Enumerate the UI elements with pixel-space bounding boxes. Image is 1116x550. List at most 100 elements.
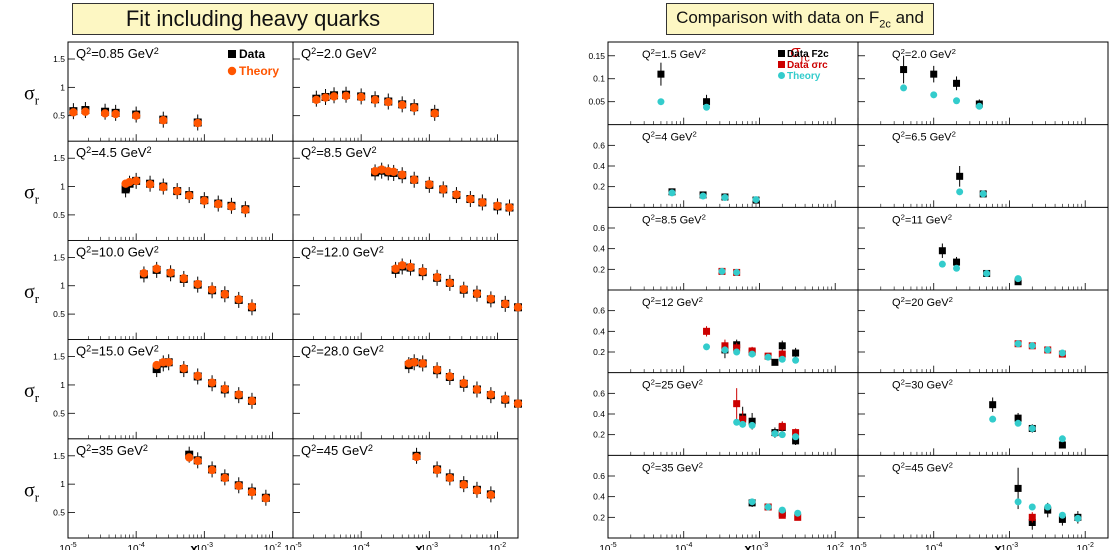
right-title-sigma: σ [790, 42, 801, 62]
y-tick-label: 0.2 [593, 182, 605, 192]
theory-point [459, 284, 468, 294]
f2c-data-point [1014, 414, 1022, 422]
theory-point [397, 261, 407, 270]
theory-point [370, 167, 380, 176]
x-tick-label: 10-3 [421, 542, 438, 550]
theory-point [384, 97, 393, 107]
theory-point [321, 93, 330, 102]
theory-point [1014, 340, 1022, 348]
x-tick-label: 10-3 [751, 542, 768, 550]
theory-point [1014, 498, 1022, 506]
theory-point [425, 180, 434, 189]
y-tick-label: 0.4 [593, 244, 605, 254]
theory-point [391, 264, 400, 273]
theory-point [1074, 514, 1082, 522]
theory-point [409, 103, 419, 112]
theory-point [214, 199, 223, 209]
f2c-data-point [792, 437, 800, 445]
left-panel-label: Q2=10.0 GeV2 [76, 244, 159, 259]
y-tick-label: 1 [60, 479, 65, 489]
theory-point [1058, 349, 1066, 357]
theory-point [409, 358, 419, 367]
theory-point [979, 190, 987, 198]
x-tick-label: 10-4 [127, 542, 144, 550]
theory-point [459, 480, 468, 489]
f2c-data-point [989, 401, 997, 409]
f2c-data-point [771, 358, 779, 366]
theory-point [193, 371, 202, 381]
y-tick-label: 0.5 [53, 408, 65, 418]
sigma-data-point [778, 422, 786, 430]
theory-point [227, 202, 236, 211]
right-panel-label: Q2=4 GeV2 [642, 130, 697, 144]
theory-point [220, 473, 230, 483]
theory-point [452, 190, 461, 199]
f2c-data-point [953, 258, 961, 266]
theory-point [432, 365, 442, 374]
sigma-data-point [794, 513, 802, 521]
sigma-data-point [792, 429, 800, 437]
theory-point [329, 92, 339, 101]
x-tick-label: 10-2 [1077, 542, 1094, 550]
theory-point [699, 192, 707, 200]
x-tick-label: 10-5 [599, 542, 616, 550]
theory-point [1014, 275, 1022, 283]
left-panel-border [292, 438, 519, 539]
theory-point [247, 396, 257, 406]
theory-point [81, 107, 90, 116]
theory-point [778, 355, 786, 363]
theory-point [152, 360, 161, 370]
theory-point [764, 353, 772, 361]
theory-point [938, 260, 946, 268]
sigma-data-point [733, 344, 741, 352]
y-tick-label: 1 [60, 182, 65, 192]
theory-point [478, 198, 487, 207]
theory-point [721, 194, 729, 202]
theory-point [445, 473, 455, 483]
legend-theory-right-marker [778, 72, 785, 79]
legend-sigma-marker [778, 61, 785, 68]
y-tick-label: 0.2 [593, 264, 605, 274]
theory-point [200, 196, 209, 205]
legend-theory-label: Theory [239, 64, 279, 78]
theory-point [983, 269, 991, 277]
y-tick-label: 0.5 [53, 309, 65, 319]
theory-point [234, 481, 243, 491]
y-tick-label: 0.6 [593, 388, 605, 398]
theory-point [472, 486, 482, 495]
theory-point [953, 264, 961, 272]
right-title-sigma-sub: rc [800, 52, 810, 65]
y-axis-label: σr [24, 182, 40, 207]
theory-point [261, 494, 271, 503]
theory-point [432, 273, 442, 282]
x-axis-label: x [994, 541, 1002, 550]
theory-point [1058, 511, 1066, 519]
theory-point [1014, 419, 1022, 427]
x-tick-label: 10-2 [489, 542, 506, 550]
theory-point [418, 267, 427, 276]
theory-point [1044, 346, 1052, 354]
theory-point [179, 274, 189, 283]
legend-theory-right-label: Theory [787, 71, 821, 82]
theory-point [341, 91, 351, 101]
theory-point [739, 420, 747, 428]
y-axis-label: σr [24, 83, 40, 108]
right-panel-label: Q2=20 GeV2 [892, 295, 953, 309]
y-tick-label: 0.2 [593, 347, 605, 357]
x-tick-label: 10-2 [827, 542, 844, 550]
y-tick-label: 0.2 [593, 512, 605, 522]
theory-point [505, 203, 514, 212]
theory-point [748, 498, 756, 506]
theory-point [397, 170, 407, 179]
y-tick-label: 0.6 [593, 306, 605, 316]
y-tick-label: 0.5 [53, 111, 65, 121]
theory-point [145, 180, 155, 189]
theory-point [493, 201, 502, 211]
left-panel-label: Q2=15.0 GeV2 [76, 344, 159, 359]
x-tick-label: 10-4 [352, 542, 369, 550]
x-tick-label: 10-5 [59, 542, 76, 550]
theory-point [234, 390, 243, 399]
left-panel-label: Q2=28.0 GeV2 [301, 344, 384, 359]
legend-theory-marker [227, 66, 237, 76]
right-panel-label: Q2=8.5 GeV2 [642, 212, 706, 226]
